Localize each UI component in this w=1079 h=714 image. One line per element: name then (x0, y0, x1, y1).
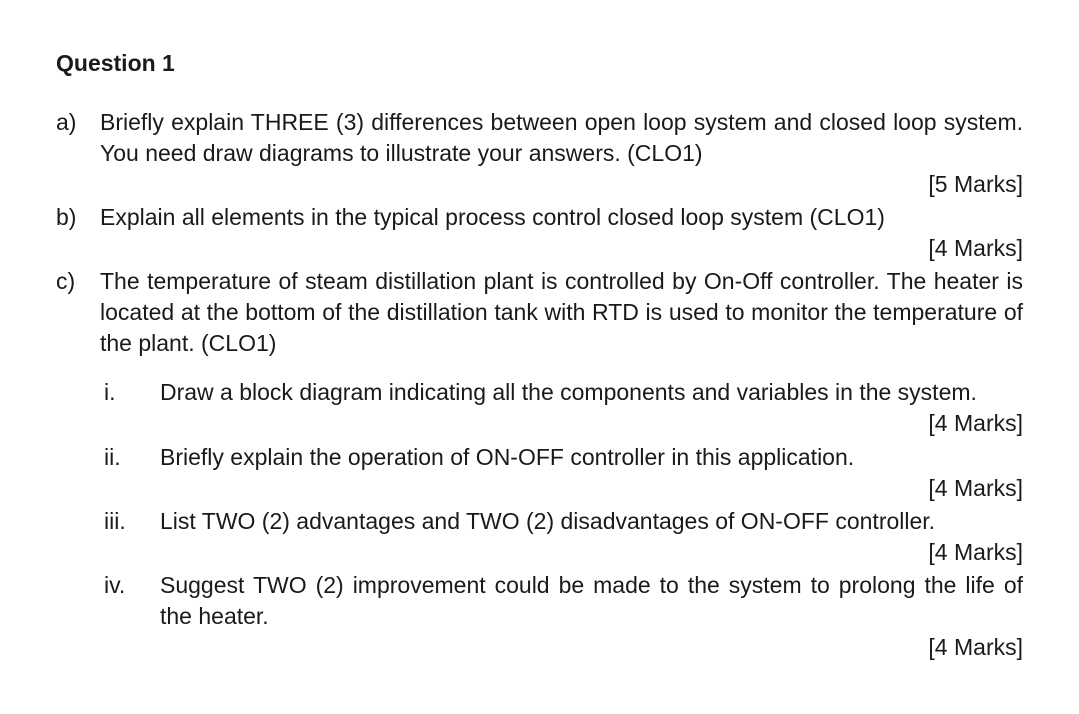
sub-label-ii: ii. (100, 442, 160, 506)
sub-iv-text: Suggest TWO (2) improvement could be mad… (160, 570, 1023, 632)
sub-label-i: i. (100, 377, 160, 441)
question-title: Question 1 (56, 48, 1023, 79)
sub-ii-text: Briefly explain the operation of ON-OFF … (160, 442, 1023, 473)
part-label-a: a) (56, 107, 100, 200)
sub-label-iv: iv. (100, 570, 160, 665)
part-b-text: Explain all elements in the typical proc… (100, 202, 1023, 233)
part-a-marks: [5 Marks] (100, 169, 1023, 200)
sub-iv: iv. Suggest TWO (2) improvement could be… (100, 570, 1023, 665)
part-c-text: The temperature of steam distillation pl… (100, 266, 1023, 359)
exam-question-page: Question 1 a) Briefly explain THREE (3) … (0, 0, 1079, 707)
sub-iv-marks: [4 Marks] (160, 632, 1023, 663)
part-label-c: c) (56, 266, 100, 665)
part-a: a) Briefly explain THREE (3) differences… (56, 107, 1023, 200)
part-b: b) Explain all elements in the typical p… (56, 202, 1023, 264)
sub-i-marks: [4 Marks] (160, 408, 1023, 439)
sub-i-text: Draw a block diagram indicating all the … (160, 377, 1023, 408)
sub-ii: ii. Briefly explain the operation of ON-… (100, 442, 1023, 506)
sub-iii: iii. List TWO (2) advantages and TWO (2)… (100, 506, 1023, 570)
part-c-sublist: i. Draw a block diagram indicating all t… (100, 377, 1023, 664)
part-label-b: b) (56, 202, 100, 264)
sub-iii-marks: [4 Marks] (160, 537, 1023, 568)
sub-i: i. Draw a block diagram indicating all t… (100, 377, 1023, 441)
sub-ii-marks: [4 Marks] (160, 473, 1023, 504)
part-a-text: Briefly explain THREE (3) differences be… (100, 107, 1023, 169)
sub-label-iii: iii. (100, 506, 160, 570)
part-c: c) The temperature of steam distillation… (56, 266, 1023, 665)
part-b-marks: [4 Marks] (100, 233, 1023, 264)
sub-iii-text: List TWO (2) advantages and TWO (2) disa… (160, 506, 1023, 537)
